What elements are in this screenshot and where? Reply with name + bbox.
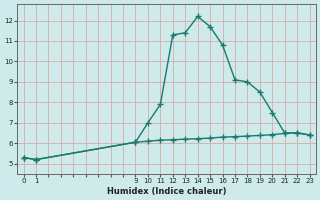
X-axis label: Humidex (Indice chaleur): Humidex (Indice chaleur)	[107, 187, 226, 196]
